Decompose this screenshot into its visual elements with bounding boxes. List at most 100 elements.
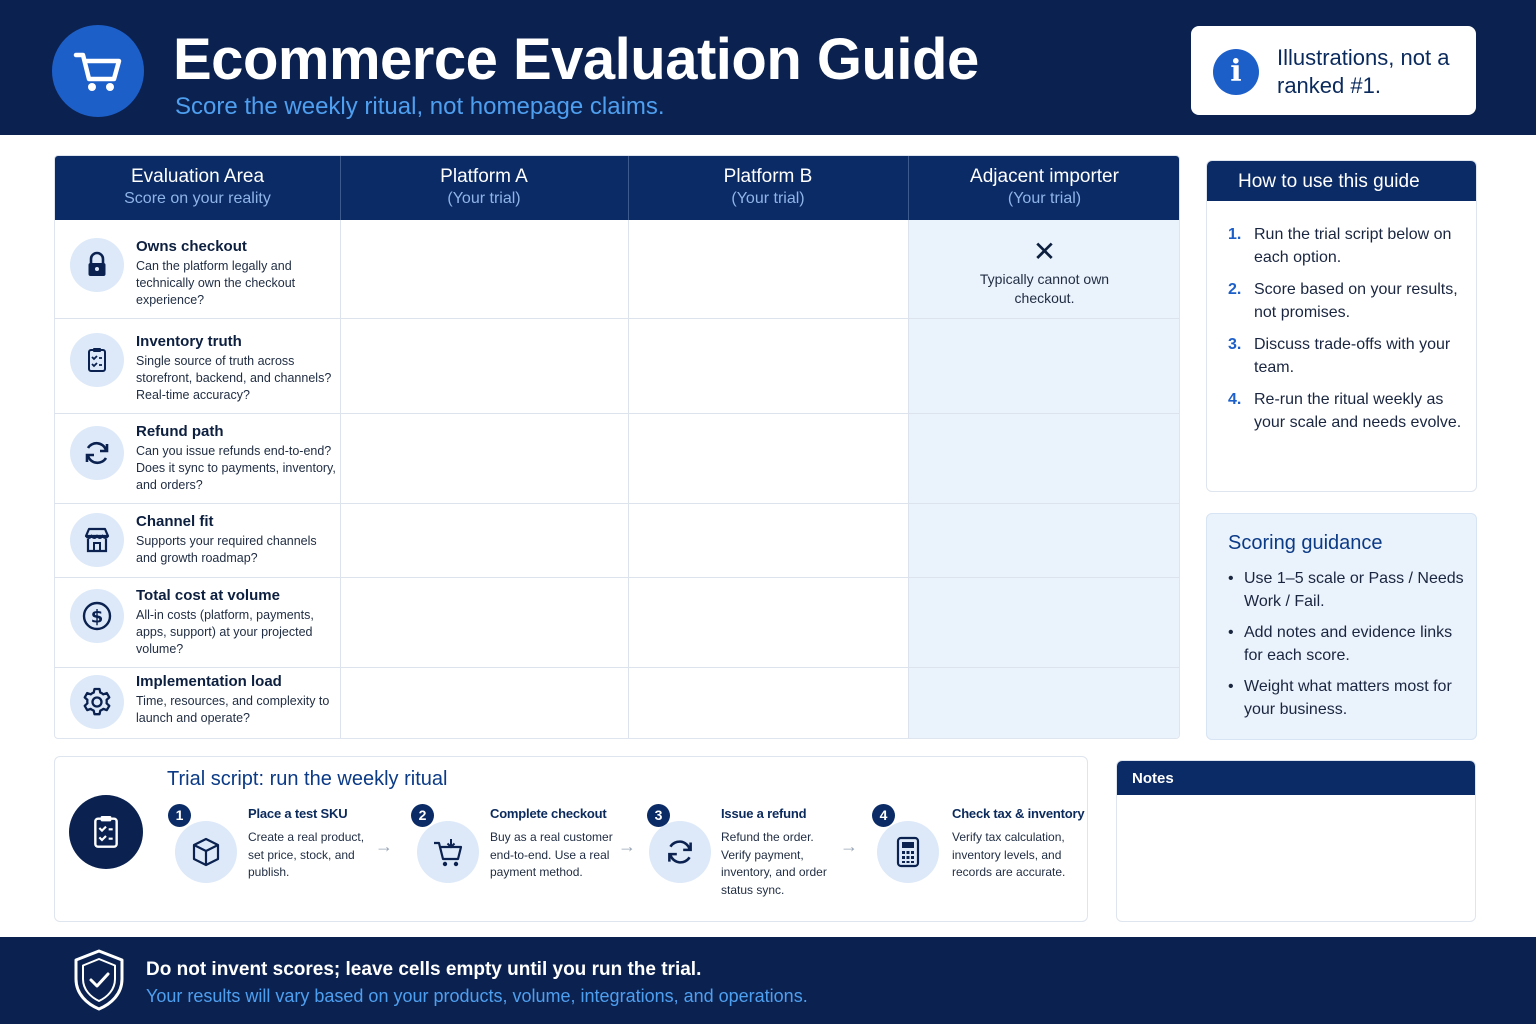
table-row-refund-path: Refund path Can you issue refunds end-to… <box>55 414 340 503</box>
table-row-implementation-load: Implementation load Time, resources, and… <box>55 668 340 738</box>
step-title: Place a test SKU <box>248 806 348 821</box>
step-text: Run the trial script below on each optio… <box>1254 226 1452 266</box>
importer-checkout-note: Typically cannot own checkout. <box>979 271 1110 306</box>
evaluation-table: Evaluation Area Score on your reality Pl… <box>54 155 1180 739</box>
box-icon <box>175 821 237 883</box>
column-label: Platform B <box>723 166 813 187</box>
row-title: Refund path <box>136 423 224 440</box>
list-item: 2. Score based on your results, not prom… <box>1228 278 1468 324</box>
list-item: Add notes and evidence links for each sc… <box>1228 621 1468 667</box>
refresh-icon <box>649 821 711 883</box>
shield-check-icon <box>70 947 128 1013</box>
column-header-adjacent-importer: Adjacent importer (Your trial) <box>908 156 1179 220</box>
column-header-evaluation-area: Evaluation Area Score on your reality <box>55 156 340 220</box>
step-description: Create a real product, set price, stock,… <box>248 830 365 879</box>
scoring-guidance-panel: Scoring guidance Use 1–5 scale or Pass /… <box>1206 513 1477 740</box>
list-item: 4. Re-run the ritual weekly as your scal… <box>1228 388 1468 434</box>
scoring-guidance-list: Use 1–5 scale or Pass / Needs Work / Fai… <box>1228 567 1468 729</box>
step-number: 4. <box>1228 391 1242 408</box>
notes-panel: Notes <box>1116 760 1476 922</box>
step-number: 1. <box>1228 226 1242 243</box>
footer-banner: Do not invent scores; leave cells empty … <box>0 937 1536 1024</box>
step-text: Score based on your results, not promise… <box>1254 281 1458 321</box>
arrow-right-icon: → <box>840 836 858 856</box>
row-description: Time, resources, and complexity to launc… <box>136 694 330 725</box>
notes-title: Notes <box>1117 761 1475 795</box>
header-banner: Ecommerce Evaluation Guide Score the wee… <box>0 0 1536 135</box>
column-label: Platform A <box>440 166 528 187</box>
footer-note: Your results will vary based on your pro… <box>146 986 808 1006</box>
column-sublabel: Score on your reality <box>124 190 271 207</box>
arrow-right-icon: → <box>375 836 393 856</box>
gear-icon <box>70 675 124 729</box>
notes-area[interactable] <box>1117 795 1475 921</box>
table-row-total-cost: $ Total cost at volume All-in costs (pla… <box>55 578 340 667</box>
page-title: Ecommerce Evaluation Guide <box>173 27 979 92</box>
dollar-icon: $ <box>70 589 124 643</box>
cart-add-icon <box>417 821 479 883</box>
list-item: 3. Discuss trade-offs with your team. <box>1228 333 1468 379</box>
list-item: 1. Run the trial script below on each op… <box>1228 223 1468 269</box>
close-icon: ✕ <box>1032 236 1057 267</box>
step-title: Issue a refund <box>721 806 807 821</box>
step-description: Refund the order. Verify payment, invent… <box>721 830 827 897</box>
row-title: Owns checkout <box>136 238 247 255</box>
step-title: Complete checkout <box>490 806 607 821</box>
refresh-icon <box>70 426 124 480</box>
step-number: 3. <box>1228 336 1242 353</box>
how-to-use-steps: 1. Run the trial script below on each op… <box>1228 223 1468 443</box>
list-item: Use 1–5 scale or Pass / Needs Work / Fai… <box>1228 567 1468 613</box>
row-title: Channel fit <box>136 513 214 530</box>
column-label: Adjacent importer <box>970 166 1119 187</box>
column-sublabel: (Your trial) <box>1007 190 1082 207</box>
row-title: Total cost at volume <box>136 587 280 604</box>
trial-script-title: Trial script: run the weekly ritual <box>167 768 448 790</box>
score-cell-owns-checkout-platform-b[interactable] <box>629 221 908 318</box>
importer-column-shading <box>908 220 1179 738</box>
arrow-right-icon: → <box>618 836 636 856</box>
svg-text:$: $ <box>91 607 104 628</box>
table-header: Evaluation Area Score on your reality Pl… <box>55 156 1179 220</box>
step-description: Buy as a real customer end-to-end. Use a… <box>490 830 613 879</box>
storefront-icon <box>70 513 124 567</box>
how-to-use-title: How to use this guide <box>1207 161 1476 201</box>
list-item: Weight what matters most for your busine… <box>1228 675 1468 721</box>
row-description: Single source of truth across storefront… <box>136 354 332 402</box>
step-text: Re-run the ritual weekly as your scale a… <box>1254 391 1462 431</box>
info-icon: i <box>1213 49 1259 95</box>
lock-icon <box>70 238 124 292</box>
step-title: Check tax & inventory <box>952 806 1085 821</box>
step-number-badge: 4 <box>872 804 895 827</box>
page-subtitle: Score the weekly ritual, not homepage cl… <box>175 93 665 120</box>
row-description: Can the platform legally and technically… <box>136 259 296 307</box>
calculator-icon <box>877 821 939 883</box>
step-number-badge: 3 <box>647 804 670 827</box>
shopping-cart-icon <box>52 25 144 117</box>
column-header-platform-a: Platform A (Your trial) <box>340 156 628 220</box>
step-text: Discuss trade-offs with your team. <box>1254 336 1451 376</box>
row-description: All-in costs (platform, payments, apps, … <box>136 608 314 656</box>
table-row-channel-fit: Channel fit Supports your required chann… <box>55 504 340 577</box>
disclaimer-text: Illustrations, not a ranked #1. <box>1277 45 1450 98</box>
step-number: 2. <box>1228 281 1242 298</box>
column-label: Evaluation Area <box>130 166 265 187</box>
column-sublabel: (Your trial) <box>447 190 521 207</box>
step-number-badge: 1 <box>168 804 191 827</box>
scoring-guidance-title: Scoring guidance <box>1228 532 1383 554</box>
row-title: Inventory truth <box>136 333 242 350</box>
row-description: Supports your required channels and grow… <box>136 534 317 565</box>
row-title: Implementation load <box>136 673 282 690</box>
step-number-badge: 2 <box>411 804 434 827</box>
row-description: Can you issue refunds end-to-end? Does i… <box>136 444 336 492</box>
table-row-owns-checkout: Owns checkout Can the platform legally a… <box>55 221 340 318</box>
disclaimer-card: i Illustrations, not a ranked #1. <box>1191 26 1476 115</box>
column-sublabel: (Your trial) <box>731 190 805 207</box>
clipboard-check-icon <box>69 795 143 869</box>
how-to-use-panel: How to use this guide 1. Run the trial s… <box>1206 160 1477 492</box>
table-row-inventory-truth: Inventory truth Single source of truth a… <box>55 319 340 413</box>
column-header-platform-b: Platform B (Your trial) <box>628 156 908 220</box>
step-description: Verify tax calculation, inventory levels… <box>952 830 1066 879</box>
footer-warning: Do not invent scores; leave cells empty … <box>146 959 702 980</box>
score-cell-owns-checkout-platform-a[interactable] <box>341 221 628 318</box>
trial-script-panel: Trial script: run the weekly ritual 1 Pl… <box>54 756 1088 922</box>
